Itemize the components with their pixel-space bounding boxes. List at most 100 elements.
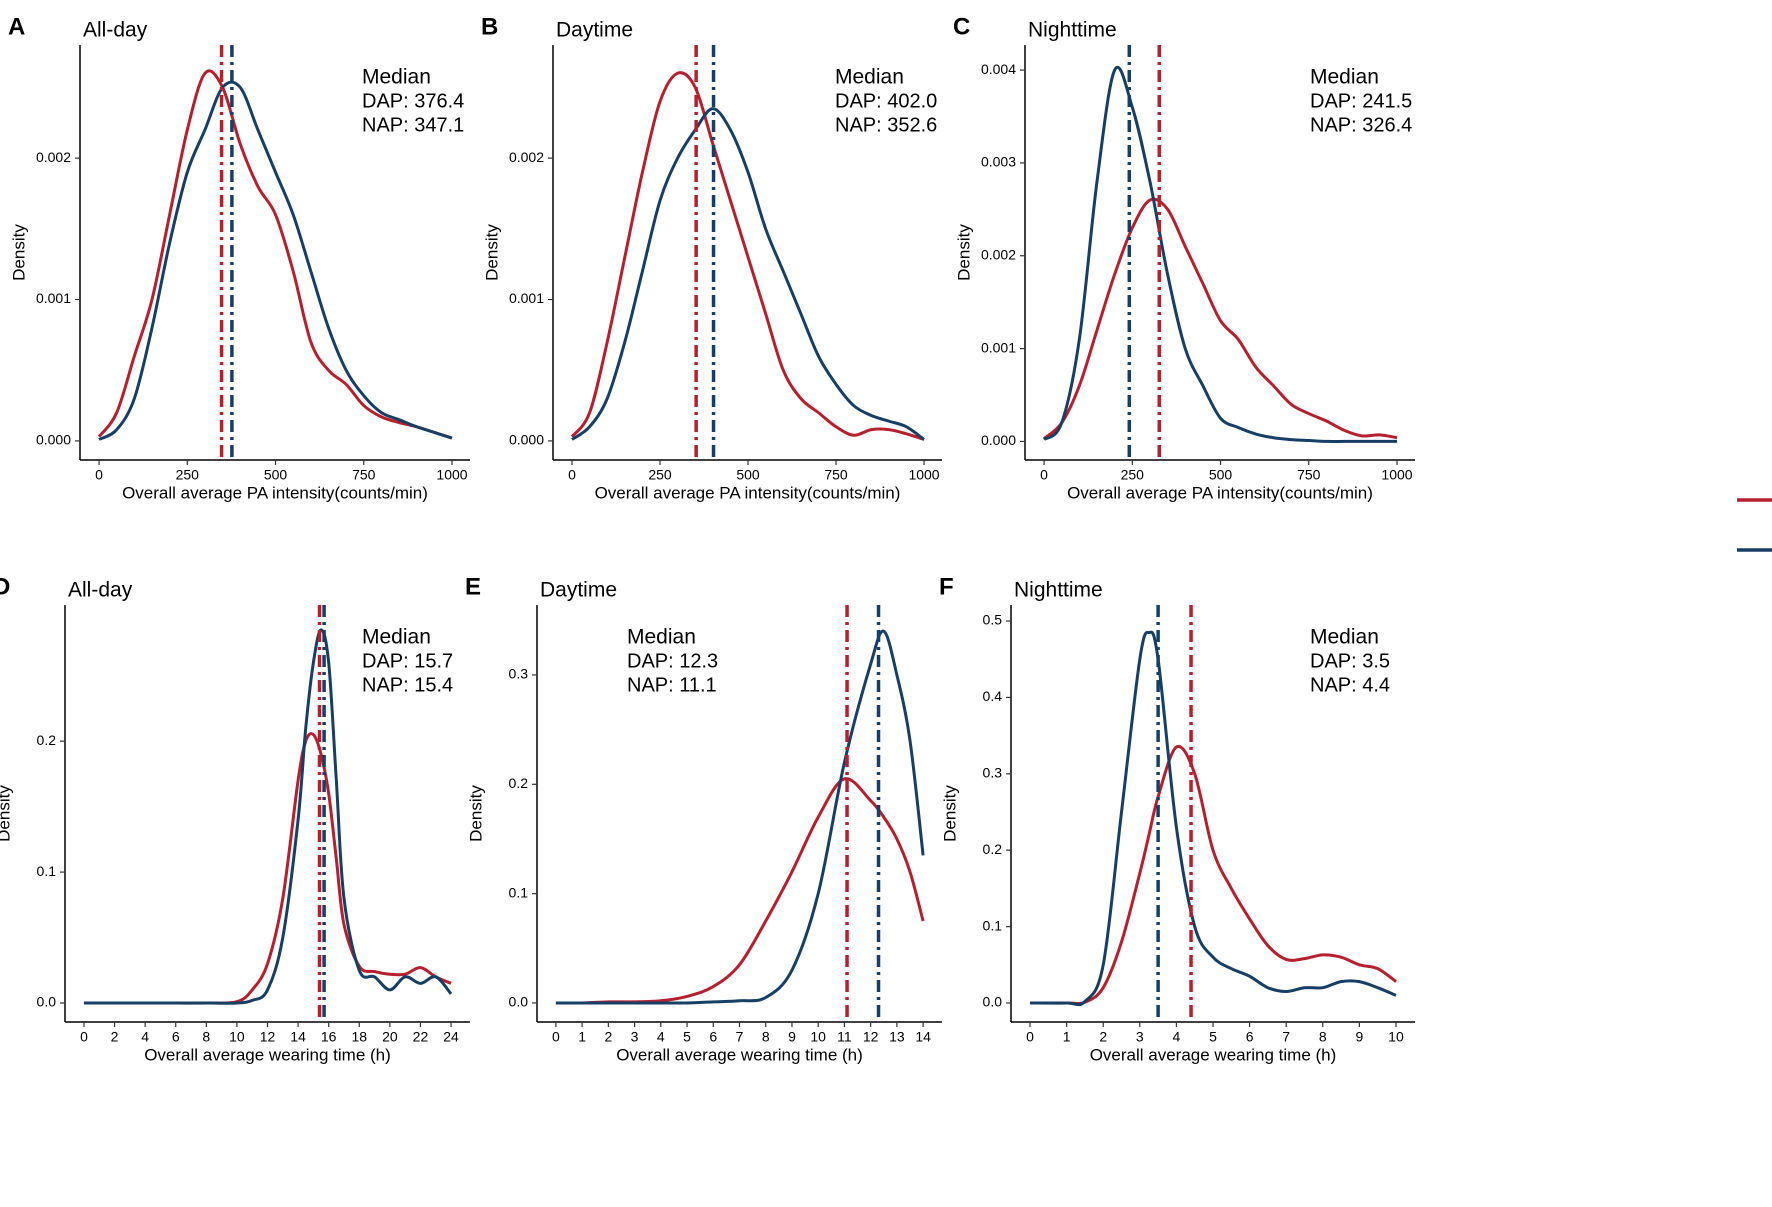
y-tick-label: 0.003 bbox=[981, 154, 1016, 170]
panel-letter: F bbox=[939, 573, 954, 600]
median-label: NAP: 4.4 bbox=[1310, 674, 1390, 696]
x-tick-label: 22 bbox=[413, 1029, 429, 1045]
median-label: DAP: 402.0 bbox=[835, 90, 937, 112]
panel-letter: E bbox=[465, 573, 481, 600]
panel-letter: D bbox=[0, 573, 10, 600]
x-tick-label: 250 bbox=[648, 467, 672, 483]
x-tick-label: 20 bbox=[382, 1029, 398, 1045]
median-label: DAP: 241.5 bbox=[1310, 90, 1412, 112]
x-axis-label: Overall average wearing time (h) bbox=[616, 1045, 863, 1064]
x-tick-label: 750 bbox=[1297, 467, 1321, 483]
density-curve: NAP bbox=[570, 71, 925, 441]
y-tick-label: 0.1 bbox=[37, 863, 57, 879]
y-axis-label: Density bbox=[466, 785, 485, 842]
x-axis-label: Overall average PA intensity(counts/min) bbox=[1067, 483, 1373, 502]
median-label: DAP: 12.3 bbox=[627, 650, 718, 672]
x-tick-label: 12 bbox=[260, 1029, 276, 1045]
panel-title: Nighttime bbox=[1014, 579, 1103, 602]
x-tick-label: 500 bbox=[736, 467, 760, 483]
x-tick-label: 6 bbox=[172, 1029, 180, 1045]
median-label: NAP: 11.1 bbox=[627, 674, 717, 696]
x-tick-label: 500 bbox=[1209, 467, 1233, 483]
x-tick-label: 750 bbox=[824, 467, 848, 483]
median-label: DAP: 376.4 bbox=[362, 90, 464, 112]
x-tick-label: 3 bbox=[631, 1029, 639, 1045]
y-tick-label: 0.0 bbox=[983, 994, 1003, 1010]
y-axis-label: Density bbox=[482, 224, 501, 281]
x-tick-label: 18 bbox=[351, 1029, 367, 1045]
x-tick-label: 7 bbox=[1282, 1029, 1290, 1045]
x-tick-label: 8 bbox=[202, 1029, 210, 1045]
y-tick-label: 0.3 bbox=[983, 765, 1003, 781]
y-tick-label: 0.2 bbox=[509, 775, 529, 791]
x-tick-label: 11 bbox=[837, 1029, 852, 1045]
y-tick-label: 0.000 bbox=[981, 432, 1016, 448]
x-tick-label: 6 bbox=[709, 1029, 717, 1045]
x-tick-label: 5 bbox=[1209, 1029, 1217, 1045]
y-axis-label: Density bbox=[954, 224, 973, 281]
x-tick-label: 2 bbox=[604, 1029, 612, 1045]
x-tick-label: 9 bbox=[788, 1029, 796, 1045]
y-tick-label: 0.2 bbox=[983, 841, 1003, 857]
x-tick-label: 9 bbox=[1355, 1029, 1363, 1045]
y-tick-label: 0.0 bbox=[509, 994, 529, 1010]
median-label: NAP: 347.1 bbox=[362, 114, 464, 136]
density-curve: NAP bbox=[97, 69, 453, 440]
x-tick-label: 1000 bbox=[908, 467, 939, 483]
x-tick-label: 16 bbox=[321, 1029, 337, 1045]
x-tick-label: 1 bbox=[578, 1029, 586, 1045]
y-tick-label: 0.002 bbox=[981, 246, 1016, 262]
panel-letter: A bbox=[8, 13, 25, 40]
x-tick-label: 250 bbox=[1121, 467, 1145, 483]
y-tick-label: 0.000 bbox=[36, 432, 71, 448]
x-tick-label: 0 bbox=[552, 1029, 560, 1045]
x-tick-label: 7 bbox=[736, 1029, 744, 1045]
x-axis-label: Overall average PA intensity(counts/min) bbox=[595, 483, 901, 502]
x-tick-label: 0 bbox=[1026, 1029, 1034, 1045]
y-tick-label: 0.4 bbox=[983, 688, 1003, 704]
x-tick-label: 2 bbox=[1099, 1029, 1107, 1045]
median-label: DAP: 15.7 bbox=[362, 650, 453, 672]
x-tick-label: 8 bbox=[1319, 1029, 1327, 1045]
y-tick-label: 0.2 bbox=[37, 732, 57, 748]
x-tick-label: 250 bbox=[176, 467, 200, 483]
density-curve: NAP bbox=[1043, 197, 1398, 440]
x-tick-label: 3 bbox=[1136, 1029, 1144, 1045]
x-tick-label: 500 bbox=[264, 467, 288, 483]
y-tick-label: 0.5 bbox=[983, 612, 1003, 628]
panel-letter: C bbox=[953, 13, 970, 40]
x-tick-label: 5 bbox=[683, 1029, 691, 1045]
median-label: NAP: 15.4 bbox=[362, 674, 453, 696]
median-label: NAP: 352.6 bbox=[835, 114, 937, 136]
annotation: Median bbox=[1310, 626, 1379, 649]
panel-title: All-day bbox=[83, 19, 148, 42]
x-axis-label: Overall average wearing time (h) bbox=[1090, 1045, 1337, 1064]
annotation: Median bbox=[362, 66, 431, 89]
x-axis-label: Overall average PA intensity(counts/min) bbox=[122, 483, 428, 502]
x-tick-label: 6 bbox=[1246, 1029, 1254, 1045]
density-curve: DAP bbox=[555, 629, 925, 1005]
panel-title: Nighttime bbox=[1028, 19, 1117, 42]
x-tick-label: 4 bbox=[657, 1029, 665, 1045]
y-tick-label: 0.002 bbox=[509, 149, 544, 165]
x-tick-label: 4 bbox=[141, 1029, 149, 1045]
x-tick-label: 10 bbox=[810, 1029, 826, 1045]
x-tick-label: 2 bbox=[111, 1029, 119, 1045]
y-tick-label: 0.004 bbox=[981, 61, 1016, 77]
y-tick-label: 0.000 bbox=[509, 432, 544, 448]
x-tick-label: 13 bbox=[889, 1029, 905, 1045]
median-label: NAP: 326.4 bbox=[1310, 114, 1412, 136]
y-tick-label: 0.001 bbox=[509, 290, 544, 306]
x-tick-label: 1 bbox=[1063, 1029, 1071, 1045]
x-axis-label: Overall average wearing time (h) bbox=[144, 1045, 391, 1064]
x-tick-label: 10 bbox=[229, 1029, 245, 1045]
y-tick-label: 0.0 bbox=[37, 994, 57, 1010]
annotation: Median bbox=[362, 626, 431, 649]
x-tick-label: 14 bbox=[290, 1029, 306, 1045]
density-curve: DAP bbox=[1030, 630, 1397, 1007]
density-curve: DAP bbox=[1043, 65, 1397, 444]
y-tick-label: 0.001 bbox=[981, 339, 1016, 355]
x-tick-label: 8 bbox=[762, 1029, 770, 1045]
annotation: Median bbox=[1310, 66, 1379, 89]
